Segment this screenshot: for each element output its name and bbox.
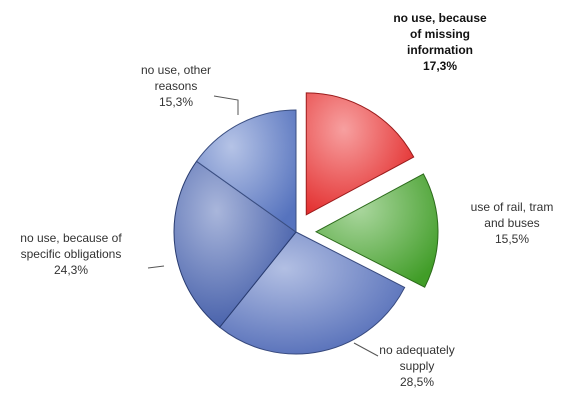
slice-name-line: no use, because of bbox=[20, 231, 122, 245]
leader-line-4 bbox=[147, 265, 165, 269]
slice-label-4: no use, because of specific obligations 24… bbox=[20, 231, 122, 277]
slice-name-line: of missing bbox=[410, 27, 470, 41]
slice-value-label: 15,3% bbox=[159, 95, 193, 109]
slice-name-line: no adequately bbox=[379, 343, 454, 357]
leader-line-5 bbox=[213, 95, 239, 115]
pie-slice-1 bbox=[305, 92, 415, 216]
slice-value-label: 24,3% bbox=[54, 263, 88, 277]
slice-value-label: 15,5% bbox=[495, 232, 529, 246]
pie-slice-2 bbox=[314, 173, 439, 288]
slice-name-line: supply bbox=[400, 359, 435, 373]
slice-label-5: no use, other reasons 15,3% bbox=[141, 63, 211, 109]
slice-label-3: no adequately supply 28,5% bbox=[379, 343, 454, 389]
pie-slice-3 bbox=[218, 231, 406, 355]
slice-label-2: use of rail, tram and buses 15,5% bbox=[471, 200, 554, 246]
slice-name-line: reasons bbox=[155, 79, 198, 93]
pie-slice-4 bbox=[173, 160, 297, 328]
leader-line-3 bbox=[353, 342, 379, 357]
pie-slice-5 bbox=[195, 109, 297, 233]
slice-name-line: specific obligations bbox=[21, 247, 122, 261]
slice-name-line: use of rail, tram bbox=[471, 200, 554, 214]
slice-name-line: no use, because bbox=[393, 11, 487, 25]
slice-name-line: no use, other bbox=[141, 63, 211, 77]
slice-value-label: 17,3% bbox=[423, 59, 457, 73]
slice-label-1: no use, because of missing information 17,3… bbox=[393, 11, 487, 73]
slice-name-line: information bbox=[407, 43, 473, 57]
slice-name-line: and buses bbox=[484, 216, 539, 230]
slice-value-label: 28,5% bbox=[400, 375, 434, 389]
